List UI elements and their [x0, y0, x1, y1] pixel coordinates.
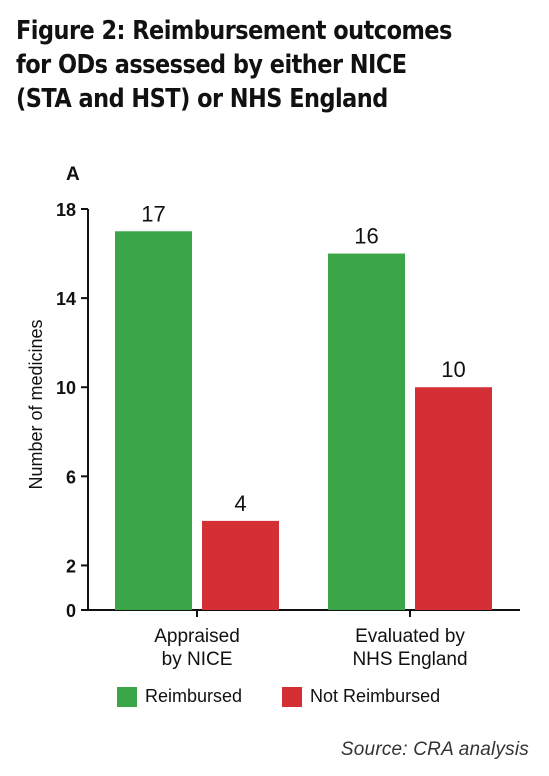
legend-item-not-reimbursed: Not Reimbursed [282, 686, 440, 707]
x-tick-label: Appraised by NICE [154, 626, 240, 670]
legend-swatch-reimbursed [117, 686, 137, 707]
bar-value-label: 4 [234, 491, 246, 516]
legend-label-reimbursed: Reimbursed [145, 686, 243, 706]
legend-label-not-reimbursed: Not Reimbursed [310, 686, 441, 706]
y-tick-label: 18 [56, 200, 76, 220]
title-line-3: (STA and HST) or NHS England [16, 84, 388, 114]
bar-not-reimbursed-0 [202, 520, 279, 610]
y-tick-label: 14 [56, 289, 76, 309]
title-line-1: Figure 2: Reimbursement outcomes [16, 16, 452, 46]
bar-reimbursed-0 [115, 231, 192, 610]
figure-title: Figure 2: Reimbursement outcomes for ODs… [16, 14, 535, 116]
y-tick-label: 2 [66, 556, 76, 576]
y-tick-label: 10 [56, 378, 76, 398]
legend-item-reimbursed: Reimbursed [117, 686, 242, 707]
legend: Reimbursed Not Reimbursed [117, 686, 480, 707]
bar-not-reimbursed-1 [415, 387, 492, 610]
bar-value-label: 16 [354, 224, 378, 249]
bar-chart: A Number of medicines 0 2 6 10 14 18 Appraised… [26, 164, 520, 670]
bar-value-label: 10 [441, 357, 465, 382]
panel-label: A [66, 164, 80, 185]
x-tick-label: Evaluated by NHS England [352, 626, 467, 670]
y-tick-label: 6 [66, 467, 76, 487]
source-note: Source: CRA analysis [340, 739, 529, 760]
title-line-2: for ODs assessed by either NICE [16, 50, 407, 80]
bar-value-label: 17 [141, 201, 165, 226]
y-tick-label: 0 [66, 601, 76, 621]
y-axis-label: Number of medicines [26, 319, 46, 489]
legend-swatch-not-reimbursed [282, 686, 303, 707]
bar-reimbursed-1 [328, 253, 405, 611]
